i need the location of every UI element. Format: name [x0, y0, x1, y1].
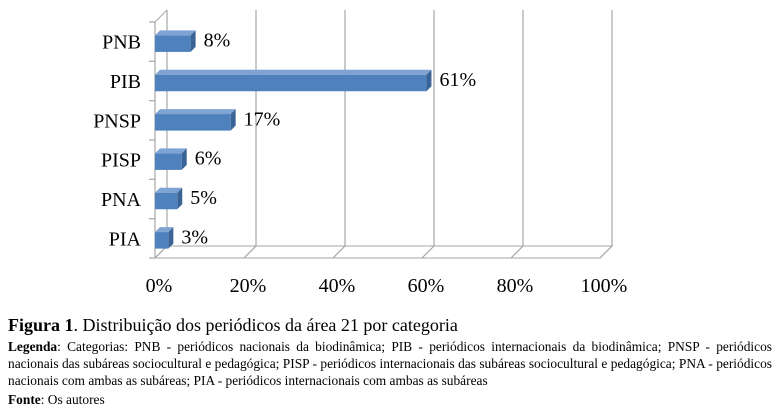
figure-source: Fonte: Os autores [8, 391, 772, 408]
bar-PNB [155, 30, 196, 52]
data-label-PNB: 8% [204, 30, 231, 52]
figure-legend: Legenda: Categorias: PNB - periódicos na… [8, 338, 772, 389]
x-tick-label: 0% [146, 275, 173, 297]
bar-front-face [155, 232, 169, 249]
bar-front-face [155, 153, 182, 170]
bar-side-face [230, 109, 236, 131]
bar-side-face [426, 69, 432, 92]
bar-top-face [155, 187, 183, 193]
x-tick-label: 20% [230, 275, 267, 297]
x-tick-label: 60% [408, 275, 445, 297]
data-label-PIB: 61% [439, 69, 476, 91]
bar-PNA [155, 187, 183, 210]
data-label-PNSP: 17% [244, 108, 281, 130]
data-labels: 8% 61% 17% 6% 5% 3% [181, 30, 476, 249]
gridline-20 [243, 10, 257, 259]
category-label-PIB: PIB [110, 71, 141, 93]
wall-edge-top [154, 9, 168, 23]
gridline-80 [510, 10, 524, 259]
bar-front-face [155, 35, 191, 52]
category-label-PISP: PISP [101, 150, 141, 172]
chart-floor [153, 245, 614, 259]
bar-PIA [155, 227, 174, 249]
bar-side-face [190, 30, 196, 52]
bar-front-face [155, 114, 231, 131]
bar-front-face [155, 192, 178, 210]
bar-side-face [181, 148, 187, 170]
gridline-100 [599, 10, 613, 259]
gridline-40 [332, 10, 346, 259]
category-label-PIA: PIA [109, 228, 142, 250]
x-tick-label: 100% [581, 275, 628, 297]
data-label-PISP: 6% [195, 148, 222, 170]
bar-front-face [155, 74, 427, 92]
bar-PISP [155, 148, 187, 170]
legend-text: : Categorias: PNB - periódicos nacionais… [8, 339, 772, 388]
figure-title: . Distribuição dos periódicos da área 21… [73, 315, 458, 335]
axes [149, 9, 614, 259]
bar-PIB [155, 69, 432, 92]
category-label-PNB: PNB [102, 32, 141, 54]
data-label-PIA: 3% [181, 226, 208, 248]
legend-label: Legenda [8, 339, 58, 354]
bar-PNSP [155, 109, 236, 131]
bars [155, 30, 432, 249]
category-label-PNSP: PNSP [93, 110, 141, 132]
bar-top-face [155, 148, 187, 154]
figure-caption: Figura 1. Distribuição dos periódicos da… [8, 315, 772, 335]
x-tick-labels: 0% 20% 40% 60% 80% 100% [146, 275, 628, 297]
x-tick-label: 80% [497, 275, 534, 297]
category-labels: PNB PIB PNSP PISP PNA PIA [93, 32, 141, 251]
source-label: Fonte [8, 392, 41, 407]
bar-top-face [155, 30, 196, 36]
bar-side-face [177, 187, 183, 210]
category-label-PNA: PNA [101, 189, 142, 211]
source-text: : Os autores [40, 392, 105, 407]
gridline-60 [421, 10, 435, 259]
x-tick-label: 40% [319, 275, 356, 297]
bar-top-face [155, 227, 174, 233]
bar-top-face [155, 69, 432, 75]
bar-chart: PNB PIB PNSP PISP PNA PIA 8% 61% 17% 6% 5% 3% 0% 20… [93, 9, 628, 297]
bar-top-face [155, 109, 236, 115]
bar-side-face [168, 227, 174, 249]
data-label-PNA: 5% [190, 187, 217, 209]
figure-label: Figura 1 [8, 315, 74, 335]
